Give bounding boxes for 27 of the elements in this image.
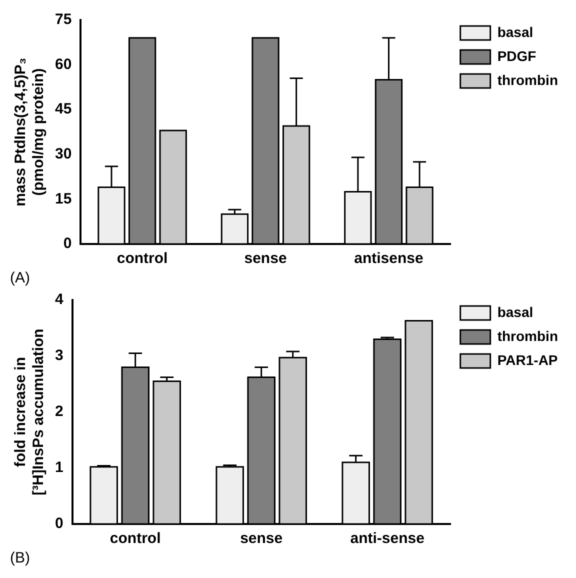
y-tick-label: 0: [63, 235, 72, 252]
x-tick-label: anti-sense: [350, 530, 424, 548]
y-tick-label: 4: [55, 291, 64, 308]
text: (A): [10, 270, 30, 287]
y-tick-label: 75: [54, 11, 72, 28]
x-tick-label: sense: [240, 530, 283, 548]
y-tick-label: 1: [55, 459, 64, 476]
y-tick-label: 60: [54, 56, 72, 73]
y-tick-label: 30: [54, 146, 72, 163]
legend-label: basal: [497, 24, 534, 40]
y-tick-label: 3: [55, 347, 64, 364]
x-tick-label: sense: [244, 250, 287, 268]
legend-label: PDGF: [497, 48, 537, 64]
y-tick-label: 2: [55, 403, 64, 420]
text: (B): [10, 550, 30, 567]
legend-label: PAR1-AP: [497, 352, 558, 368]
x-tick-label: antisense: [354, 250, 424, 268]
x-tick-label: control: [116, 250, 168, 268]
y-axis-title: fold increase in [³H]InsPs accumulation: [12, 328, 48, 496]
y-axis-title: mass PtdIns(3,4,5)P₃ (pmol/mg protein): [12, 58, 48, 206]
y-tick-label: 0: [55, 515, 64, 532]
legend-label: thrombin: [497, 72, 558, 88]
y-tick-label: 45: [54, 100, 72, 118]
legend-label: thrombin: [497, 328, 558, 344]
x-tick-label: control: [110, 530, 161, 548]
y-tick-label: 15: [54, 190, 72, 208]
legend-label: basal: [497, 304, 534, 320]
